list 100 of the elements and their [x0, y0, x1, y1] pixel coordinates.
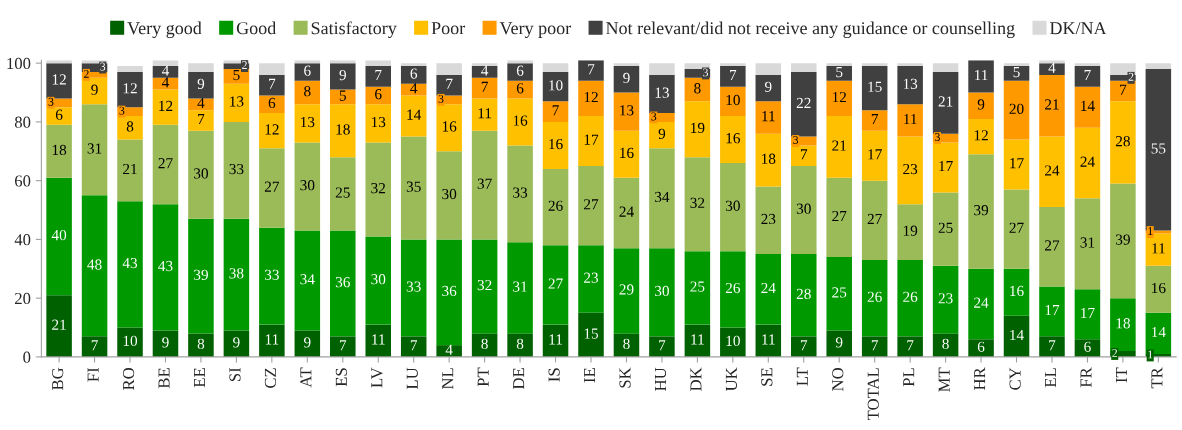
data-label: 12 [584, 91, 598, 103]
bar [259, 63, 285, 75]
data-label: 6 [977, 341, 985, 352]
bar [790, 254, 817, 337]
data-label: 24 [761, 282, 776, 294]
bar [400, 95, 427, 137]
bar [755, 186, 782, 255]
data-label: 11 [372, 334, 385, 345]
data-label: 29 [619, 284, 634, 295]
data-label: 27 [584, 199, 599, 210]
bar [968, 118, 994, 155]
x-tick-label: MT [938, 367, 950, 392]
data-label: 3 [793, 136, 799, 144]
data-label: 1 [1148, 227, 1153, 235]
data-label: 7 [730, 70, 737, 81]
bar [755, 101, 782, 134]
data-label: 13 [230, 96, 244, 107]
bar [471, 333, 498, 357]
bar [1074, 63, 1101, 67]
data-label: 8 [942, 338, 949, 349]
data-label: 11 [478, 108, 492, 119]
data-label: 7 [198, 114, 205, 125]
bar [932, 192, 959, 266]
data-label: 14 [407, 109, 422, 120]
bar [861, 130, 888, 181]
data-label: 5 [339, 90, 346, 101]
bar [755, 63, 782, 75]
data-label: 16 [549, 138, 563, 150]
y-tick-label: 40 [14, 234, 31, 246]
x-tick-label: CZ [264, 368, 277, 388]
bar [932, 333, 959, 357]
bar [897, 336, 923, 357]
data-label: 7 [446, 78, 453, 89]
bar [755, 254, 782, 325]
data-label: 4 [445, 344, 453, 355]
data-label: 33 [264, 269, 279, 280]
bar [188, 333, 214, 357]
bar [968, 339, 994, 357]
bar [294, 63, 321, 81]
x-tick-label: PL [903, 368, 915, 387]
bar [365, 324, 392, 357]
bar [1039, 286, 1065, 337]
bar [507, 63, 533, 81]
bar [259, 324, 285, 357]
bar [507, 242, 533, 334]
bar [1145, 265, 1172, 313]
data-label: 9 [303, 337, 311, 348]
data-label: 4 [161, 65, 170, 76]
bar [471, 63, 498, 67]
bar [1039, 74, 1065, 137]
bar [152, 77, 179, 90]
bar [720, 163, 746, 252]
bar [1039, 207, 1065, 287]
data-label: 7 [375, 70, 382, 81]
bar [542, 121, 569, 169]
bar [1110, 101, 1136, 184]
data-label: 9 [339, 69, 346, 81]
data-label: 27 [832, 210, 847, 222]
bar [1039, 336, 1065, 357]
data-label: 12 [974, 130, 988, 141]
bar [826, 80, 852, 117]
bar [684, 157, 711, 252]
data-label: 38 [229, 268, 244, 279]
bar [720, 66, 746, 87]
bar [117, 327, 143, 357]
data-label: 39 [194, 269, 208, 280]
data-label: 12 [52, 74, 66, 85]
bar [365, 142, 392, 237]
data-label: 6 [516, 83, 524, 94]
bar [259, 113, 285, 149]
data-label: 26 [867, 291, 882, 302]
data-label: 9 [197, 78, 205, 89]
legend-label: Poor [431, 22, 466, 35]
bar [542, 71, 569, 102]
bar [294, 330, 321, 357]
x-tick-label: AT [300, 367, 312, 388]
data-label: 7 [481, 81, 488, 92]
data-label: 16 [1010, 285, 1024, 297]
bar [720, 86, 746, 117]
bar [684, 101, 711, 158]
bar [294, 230, 321, 331]
data-label: 7 [659, 340, 666, 351]
bar [578, 80, 604, 117]
data-label: 7 [1120, 84, 1127, 95]
x-tick-label: SI [229, 367, 241, 382]
data-label: 17 [1045, 304, 1060, 316]
data-label: 8 [694, 83, 701, 94]
data-label: 27 [548, 278, 563, 289]
bar [542, 324, 569, 357]
bar [507, 98, 533, 146]
data-label: 2 [1128, 72, 1134, 81]
bar [1039, 136, 1065, 208]
bar [578, 60, 604, 81]
bar [117, 66, 143, 72]
data-label: 3 [119, 106, 125, 115]
x-tick-label: IT [1115, 367, 1127, 383]
data-label: 28 [1115, 135, 1130, 147]
bar [1074, 198, 1101, 290]
data-label: 5 [233, 70, 240, 81]
bar [400, 63, 427, 67]
